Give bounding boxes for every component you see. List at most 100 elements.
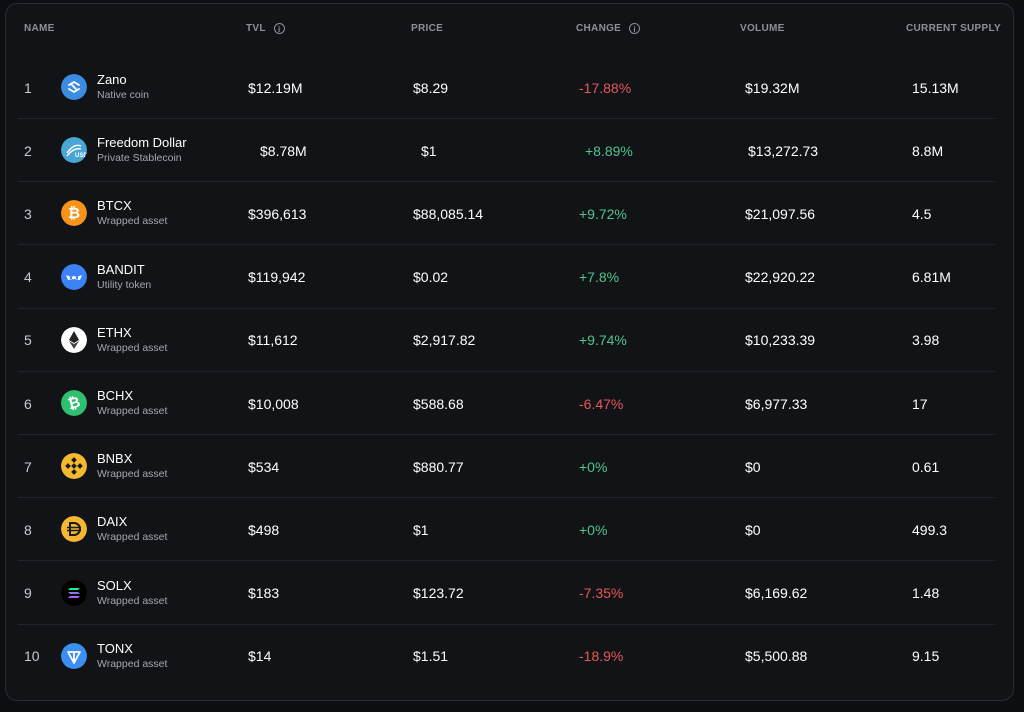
price-value: $0.02 xyxy=(413,269,449,286)
token-type: Private Stablecoin xyxy=(97,152,182,165)
token-name[interactable]: BTCX xyxy=(97,198,132,214)
supply-value: 4.5 xyxy=(912,205,932,222)
rank-number: 8 xyxy=(24,521,32,538)
tvl-value: $534 xyxy=(248,458,280,475)
table-row[interactable]: 3 ₿ BTCX Wrapped asset $396,613 $88,085.14 +9.… xyxy=(6,182,1013,246)
tvl-value: $14 xyxy=(248,648,272,665)
supply-value: 1.48 xyxy=(912,585,940,602)
table-row[interactable]: 7 BNBX Wrapped asset $534 $880.77 +0% $0 0.61 xyxy=(6,435,1013,499)
bitcoin-icon: ₿ xyxy=(61,200,87,227)
row-divider xyxy=(18,181,995,183)
bandit-mask-icon xyxy=(61,263,87,290)
table-header: NAME TVL i PRICE CHANGE i VOLUME CURRENT… xyxy=(6,4,1013,52)
token-type: Wrapped asset xyxy=(97,657,168,670)
price-value: $588.68 xyxy=(413,395,464,412)
token-type: Wrapped asset xyxy=(97,594,168,607)
supply-value: 17 xyxy=(912,395,928,412)
token-name[interactable]: Freedom Dollar xyxy=(97,135,187,151)
supply-value: 3.98 xyxy=(912,332,940,349)
volume-value: $0 xyxy=(745,458,761,475)
token-name[interactable]: ETHX xyxy=(97,324,132,340)
column-header-supply[interactable]: CURRENT SUPPLY xyxy=(906,23,1001,34)
supply-value: 499.3 xyxy=(912,521,948,538)
price-value: $123.72 xyxy=(413,585,464,602)
change-value: -18.9% xyxy=(579,648,624,665)
table-row[interactable]: 9 SOLX Wrapped asset $183 $123.72 -7.35% $6,16… xyxy=(6,562,1013,625)
price-value: $1 xyxy=(421,142,437,159)
solana-icon xyxy=(61,579,87,606)
rank-number: 5 xyxy=(24,332,32,349)
token-name[interactable]: BANDIT xyxy=(97,261,145,277)
volume-value: $21,097.56 xyxy=(745,205,816,222)
tvl-value: $12.19M xyxy=(248,79,303,96)
info-icon[interactable]: i xyxy=(273,23,285,34)
row-divider xyxy=(18,118,995,119)
table-row[interactable]: 1 Zano Native coin $12.19M $8.29 -17.88% $19.3… xyxy=(6,56,1013,119)
volume-value: $6,977.33 xyxy=(745,395,808,412)
supply-value: 15.13M xyxy=(912,79,959,96)
column-header-name[interactable]: NAME xyxy=(24,23,55,34)
token-type: Wrapped asset xyxy=(97,215,168,228)
token-name[interactable]: Zano xyxy=(97,72,127,87)
change-value: +7.8% xyxy=(579,269,620,286)
change-value: +9.74% xyxy=(579,332,627,349)
token-type: Native coin xyxy=(97,89,149,101)
table-row[interactable]: 2 USD Freedom Dollar Private Stablecoin $8.7… xyxy=(6,119,1013,183)
row-divider xyxy=(18,434,995,435)
tvl-value: $498 xyxy=(248,521,280,538)
rank-number: 6 xyxy=(24,395,32,412)
volume-value: $13,272.73 xyxy=(748,142,819,159)
price-value: $88,085.14 xyxy=(413,205,484,222)
table-row[interactable]: 4 BANDIT Utility token $119,942 $0.02 +7.8% $2… xyxy=(6,246,1013,309)
token-name[interactable]: TONX xyxy=(97,640,133,656)
change-value: -17.88% xyxy=(579,79,632,96)
token-name[interactable]: BNBX xyxy=(97,451,133,467)
rank-number: 10 xyxy=(24,648,40,665)
table-row[interactable]: 10 TONX Wrapped asset $14 $1.51 -18.9% $5,500.… xyxy=(6,625,1013,688)
svg-text:₿: ₿ xyxy=(66,394,82,414)
column-header-volume[interactable]: VOLUME xyxy=(740,23,785,34)
svg-text:₿: ₿ xyxy=(68,205,80,222)
column-header-price[interactable]: PRICE xyxy=(411,23,444,34)
zano-icon xyxy=(61,74,87,100)
volume-value: $22,920.22 xyxy=(745,269,816,286)
tvl-value: $11,612 xyxy=(248,332,298,349)
table-row[interactable]: 8 DAIX Wrapped asset $498 $1 +0% $0 499.3 xyxy=(6,498,1013,562)
tvl-value: $396,613 xyxy=(248,205,307,222)
supply-value: 8.8M xyxy=(912,142,944,159)
price-value: $2,917.82 xyxy=(413,332,476,349)
row-divider xyxy=(18,244,995,246)
token-name[interactable]: BCHX xyxy=(97,388,134,403)
change-value: +8.89% xyxy=(585,142,633,159)
freedom-dollar-icon: USD xyxy=(61,137,87,164)
svg-text:USD: USD xyxy=(75,153,87,159)
rank-number: 3 xyxy=(24,205,32,222)
token-table: NAME TVL i PRICE CHANGE i VOLUME CURRENT… xyxy=(5,3,1014,701)
row-divider xyxy=(18,560,995,562)
price-value: $1 xyxy=(413,521,429,538)
change-value: -6.47% xyxy=(579,395,624,412)
token-name[interactable]: DAIX xyxy=(97,514,128,530)
row-divider xyxy=(18,497,995,499)
supply-value: 9.15 xyxy=(912,648,940,665)
bnb-icon xyxy=(61,453,87,480)
ethereum-icon xyxy=(61,326,87,353)
token-name[interactable]: SOLX xyxy=(97,577,132,593)
change-value: +0% xyxy=(579,521,608,538)
rank-number: 2 xyxy=(24,142,32,159)
tvl-value: $183 xyxy=(248,585,280,602)
tvl-value: $8.78M xyxy=(260,142,307,159)
change-value: +0% xyxy=(579,458,608,475)
column-header-change[interactable]: CHANGE i xyxy=(576,23,641,34)
row-divider xyxy=(18,370,995,372)
volume-value: $19.32M xyxy=(745,79,800,96)
volume-value: $10,233.39 xyxy=(745,332,816,349)
table-row[interactable]: 5 ETHX Wrapped asset $11,612 $2,917.82 +9.74%… xyxy=(6,309,1013,372)
row-divider xyxy=(18,623,995,625)
supply-value: 6.81M xyxy=(912,269,951,286)
column-header-tvl[interactable]: TVL i xyxy=(246,23,285,34)
token-type: Wrapped asset xyxy=(97,531,168,544)
table-row[interactable]: 6 ₿ BCHX Wrapped asset $10,008 $588.68 -6.47% $… xyxy=(6,372,1013,435)
info-icon[interactable]: i xyxy=(629,23,641,34)
volume-value: $6,169.62 xyxy=(745,585,808,602)
